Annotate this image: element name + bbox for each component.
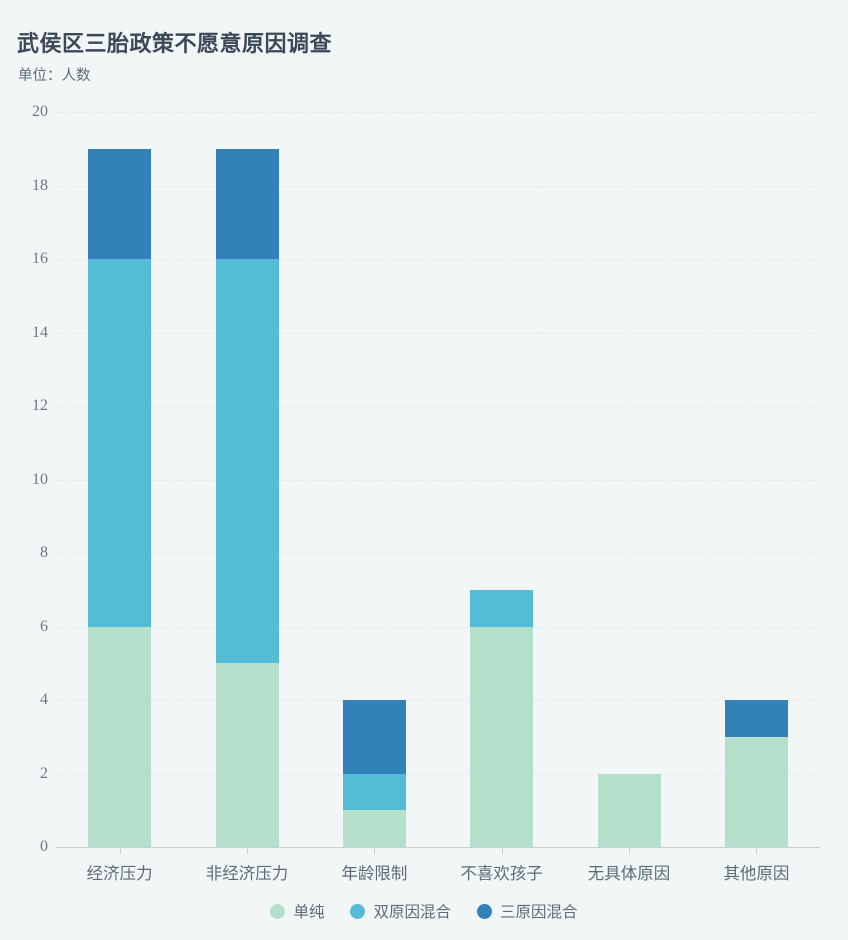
y-axis-tick-label: 0 <box>40 838 48 855</box>
legend-swatch-circle-icon <box>350 903 366 919</box>
gridline <box>56 259 820 260</box>
gridline <box>56 553 820 554</box>
bar-stack[interactable] <box>215 112 279 847</box>
legend-label: 双原因混合 <box>373 904 451 921</box>
bar-segment[interactable] <box>724 700 788 737</box>
x-axis-tick-label: 经济压力 <box>86 865 153 883</box>
bar-stack[interactable] <box>470 112 534 847</box>
bar-segment[interactable] <box>215 259 279 664</box>
bar-segment[interactable] <box>724 736 788 847</box>
y-axis-tick-label: 2 <box>40 764 48 782</box>
y-axis-tick-label: 10 <box>32 470 48 488</box>
x-axis-tick-mark <box>756 848 758 854</box>
bar-segment[interactable] <box>597 773 661 847</box>
y-axis: 20 18 16 14 12 10 8 6 4 2 0 <box>0 103 48 855</box>
bar-segment[interactable] <box>88 148 152 259</box>
y-axis-tick-label: 14 <box>32 323 48 341</box>
bar-segment[interactable] <box>470 589 534 627</box>
x-axis-tick-label: 其他原因 <box>723 865 790 883</box>
gridline <box>56 479 820 481</box>
y-axis-tick-label: 16 <box>32 250 48 267</box>
legend-item[interactable]: 三原因混合 <box>477 900 578 922</box>
y-axis-tick-label: 18 <box>32 176 48 194</box>
x-axis-tick-mark <box>501 848 503 854</box>
chart-subtitle-unit: 单位：人数 <box>18 68 91 84</box>
gridline <box>56 700 820 701</box>
bar-segment[interactable] <box>342 773 406 811</box>
gridline <box>56 626 820 628</box>
gridline <box>56 185 820 187</box>
bar-segment[interactable] <box>342 810 406 847</box>
bar-stack[interactable] <box>724 112 788 847</box>
x-axis-tick-label: 年龄限制 <box>341 865 408 883</box>
legend-label: 三原因混合 <box>500 904 578 921</box>
x-axis-tick-mark <box>629 848 630 854</box>
bar-segment[interactable] <box>88 626 152 847</box>
legend-item[interactable]: 单纯 <box>270 900 324 922</box>
legend-item[interactable]: 双原因混合 <box>350 900 451 922</box>
y-axis-tick-label: 4 <box>40 691 48 708</box>
y-axis-tick-label: 20 <box>32 103 48 120</box>
gridline <box>56 406 820 407</box>
plot-area <box>56 112 820 848</box>
chart-title: 武侯区三胎政策不愿意原因调查 <box>17 31 333 56</box>
bar-segment[interactable] <box>470 626 534 847</box>
y-axis-tick-label: 12 <box>32 397 48 414</box>
bar-stack[interactable] <box>88 112 152 847</box>
legend-swatch-circle-icon <box>270 903 286 919</box>
x-axis-tick-label: 无具体原因 <box>587 865 671 883</box>
bar-segment[interactable] <box>215 148 279 259</box>
x-axis-tick-mark <box>247 848 248 854</box>
x-axis-tick-mark <box>119 848 121 854</box>
gridline <box>56 332 820 334</box>
x-axis-tick-label: 非经济压力 <box>205 865 289 883</box>
x-axis-line <box>56 847 820 848</box>
bar-stack[interactable] <box>342 112 406 847</box>
x-axis-tick-mark <box>374 848 376 854</box>
y-axis-tick-label: 8 <box>40 544 48 561</box>
bar-segment[interactable] <box>342 700 406 774</box>
x-axis-tick-label: 不喜欢孩子 <box>460 865 543 883</box>
chart-legend: 单纯 双原因混合 三原因混合 <box>0 900 848 922</box>
bar-segment[interactable] <box>88 259 152 627</box>
legend-label: 单纯 <box>293 904 325 921</box>
gridline <box>56 112 820 113</box>
legend-swatch-circle-icon <box>477 903 492 919</box>
y-axis-tick-label: 6 <box>40 617 48 635</box>
gridline <box>56 773 820 775</box>
bar-stack[interactable] <box>597 112 661 847</box>
bar-segment[interactable] <box>215 663 279 847</box>
